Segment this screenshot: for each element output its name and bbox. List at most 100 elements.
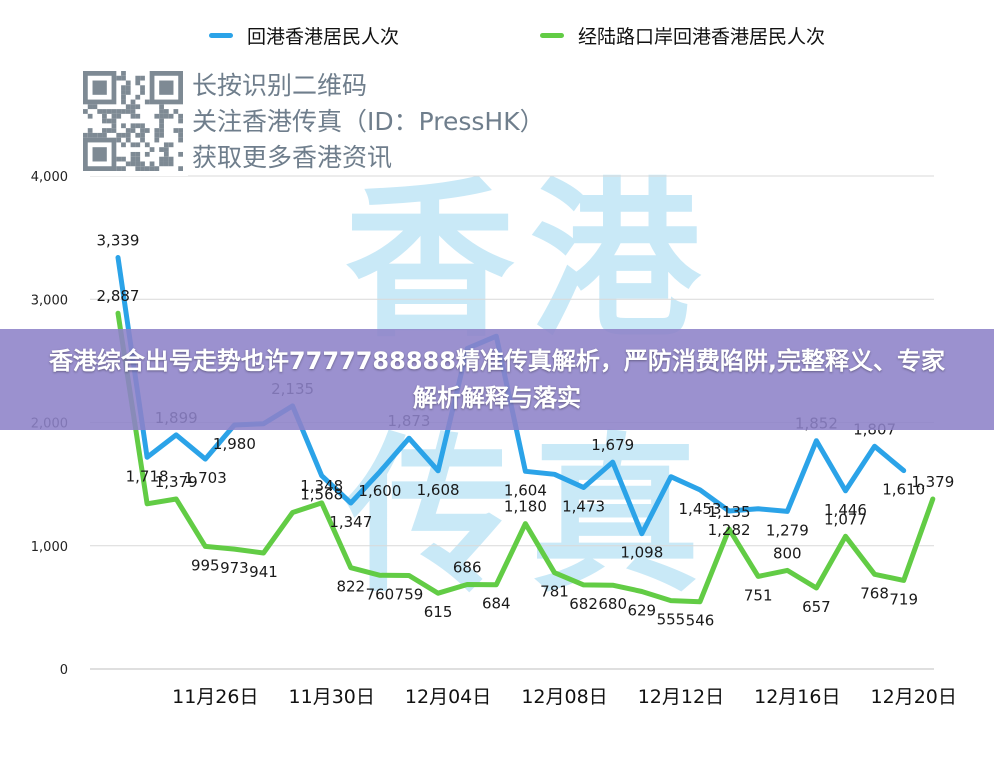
qr-module: [130, 99, 136, 105]
promo-line: 关注香港传真（ID：PressHK）: [192, 107, 545, 136]
data-label-series2: 684: [482, 595, 511, 613]
qr-module: [125, 109, 131, 114]
qr-module: [140, 75, 145, 81]
legend-swatch-green: [540, 33, 564, 38]
qr-module: [83, 132, 88, 138]
qr-module: [144, 166, 150, 171]
qr-module: [163, 156, 169, 162]
x-tick-label: 11月26日: [172, 686, 258, 708]
qr-module: [116, 156, 122, 162]
watermark-glyph: 港: [530, 163, 702, 361]
qr-module: [97, 109, 103, 114]
qr-module: [87, 104, 93, 110]
qr-module: [154, 137, 160, 143]
qr-module: [102, 109, 107, 114]
qr-module: [154, 166, 160, 171]
qr-module: [121, 94, 126, 100]
data-label-series2: 682: [569, 595, 598, 613]
legend-label: 回港香港居民人次: [247, 26, 400, 48]
qr-module: [121, 156, 126, 162]
data-label-series1: 1,279: [766, 521, 809, 539]
qr-module: [135, 132, 141, 138]
qr-module: [102, 132, 107, 138]
promo-line: 获取更多香港资讯: [192, 143, 393, 172]
qr-module: [130, 161, 136, 167]
qr-module: [154, 128, 160, 133]
qr-module: [87, 128, 93, 133]
qr-module: [163, 109, 169, 114]
qr-module: [125, 90, 131, 95]
qr-module: [135, 80, 141, 86]
qr-module: [168, 142, 174, 148]
data-label-series1: 1,473: [562, 497, 605, 515]
qr-module: [140, 132, 145, 138]
data-label-series1: 1,347: [329, 513, 372, 531]
qr-module: [135, 161, 141, 167]
qr-module: [116, 113, 122, 119]
qr-module: [111, 118, 117, 124]
qr-finder-core: [92, 80, 107, 95]
qr-module: [130, 128, 136, 133]
qr-module: [159, 161, 164, 167]
data-label-series1: 1,446: [824, 501, 867, 519]
promo-line: 长按识别二维码: [192, 71, 368, 100]
qr-module: [83, 109, 88, 114]
data-label-series2: 1,135: [708, 503, 751, 521]
qr-module: [92, 104, 98, 110]
qr-module: [116, 132, 122, 138]
qr-module: [168, 156, 174, 162]
data-label-series2: 546: [686, 612, 715, 630]
x-tick-label: 11月30日: [289, 686, 375, 708]
qr-module: [125, 80, 131, 86]
qr-module: [159, 132, 164, 138]
qr-module: [135, 94, 141, 100]
qr-module: [116, 137, 122, 143]
data-label-series1: 1,980: [213, 435, 256, 453]
qr-module: [168, 113, 174, 119]
qr-module: [87, 113, 93, 119]
qr-module: [140, 137, 145, 143]
qr-module: [121, 123, 126, 129]
qr-module: [140, 161, 145, 167]
qr-module: [168, 161, 174, 167]
qr-module: [140, 128, 145, 133]
legend: 回港香港居民人次 经陆路口岸回港香港居民人次: [0, 22, 994, 52]
data-label-series2: 657: [802, 598, 831, 616]
y-tick-label: 1,000: [31, 540, 68, 555]
qr-module: [111, 128, 117, 133]
watermark-glyph: 香: [345, 163, 515, 361]
legend-item-series1: 回港香港居民人次: [209, 22, 399, 49]
y-tick-label: 3,000: [31, 293, 68, 308]
qr-module: [125, 132, 131, 138]
qr-module: [121, 142, 126, 148]
promo-caption: 长按识别二维码 关注香港传真（ID：PressHK） 获取更多香港资讯: [192, 68, 692, 176]
qr-module: [106, 118, 112, 124]
x-tick-label: 12月04日: [405, 686, 491, 708]
qr-module: [97, 132, 103, 138]
y-tick-label: 0: [60, 663, 68, 678]
qr-module: [125, 85, 131, 91]
data-label-series2: 629: [627, 601, 656, 619]
legend-item-series2: 经陆路口岸回港香港居民人次: [540, 22, 825, 49]
qr-module: [130, 123, 136, 129]
data-label-series1: 3,339: [97, 231, 140, 249]
qr-module: [135, 104, 141, 110]
qr-module: [159, 109, 164, 114]
qr-module: [121, 71, 126, 76]
data-label-series1: 1,610: [882, 481, 925, 499]
qr-module: [116, 166, 122, 171]
data-label-series2: 1,379: [911, 473, 954, 491]
data-label-series1: 1,098: [620, 544, 663, 562]
qr-module: [130, 109, 136, 114]
qr-module: [92, 132, 98, 138]
qr-module: [159, 147, 164, 152]
qr-module: [178, 151, 183, 157]
data-label-series2: 680: [598, 595, 627, 613]
data-label-series2: 822: [336, 578, 365, 596]
data-label-series2: 941: [249, 563, 278, 581]
data-label-series2: 2,887: [97, 287, 140, 305]
qr-module: [173, 109, 179, 114]
qr-module: [178, 113, 183, 119]
legend-swatch-blue: [209, 33, 233, 38]
qr-module: [149, 147, 155, 152]
